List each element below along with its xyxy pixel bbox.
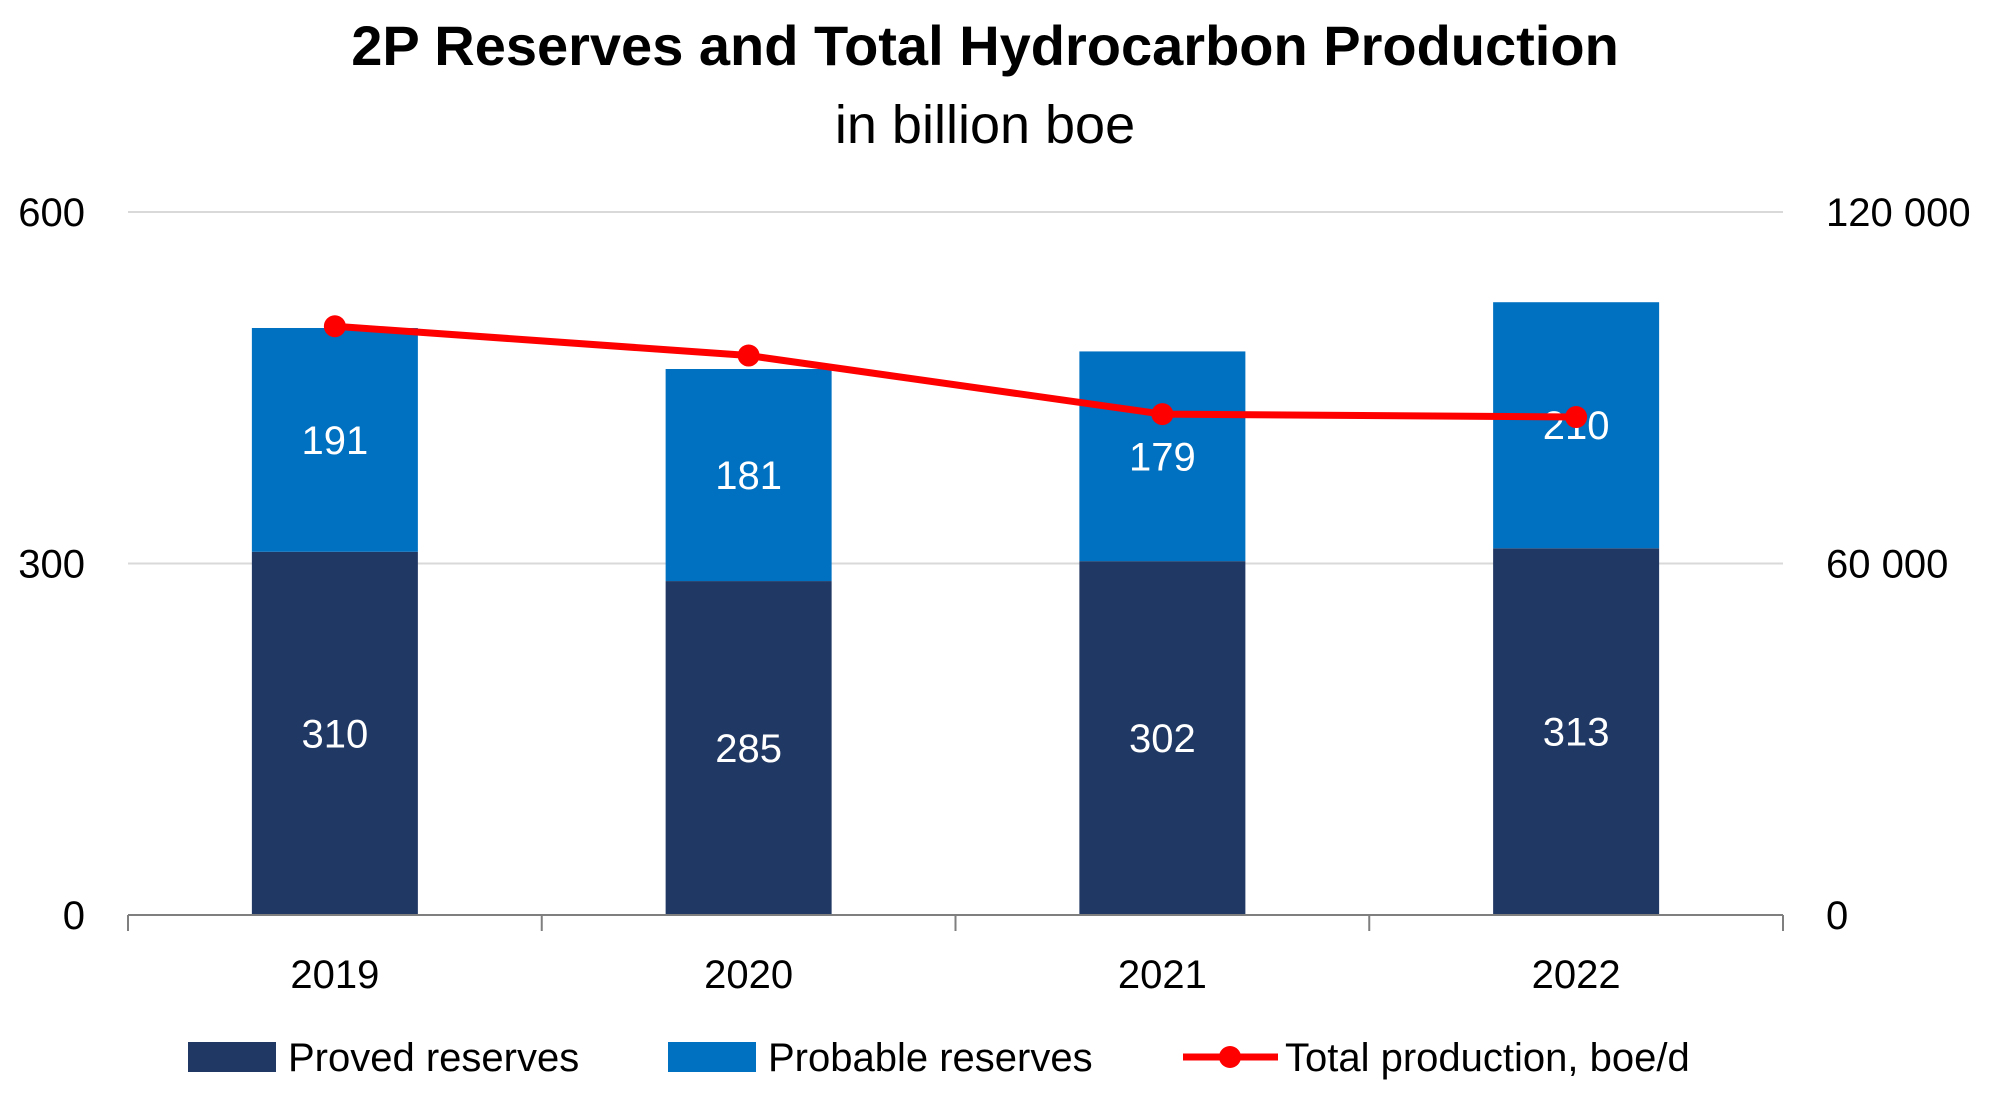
production-point bbox=[1565, 406, 1588, 429]
bar-proved-reserves2019 bbox=[251, 551, 418, 915]
x-tick-label: 2019 bbox=[290, 953, 379, 997]
right-tick-label: 120 000 bbox=[1826, 191, 1971, 235]
left-tick-label: 0 bbox=[63, 894, 85, 938]
production-line bbox=[323, 315, 1588, 429]
x-axis-ticks: 2019 2020 2021 2022 bbox=[127, 915, 1784, 997]
legend-swatch bbox=[668, 1042, 756, 1072]
chart-subtitle: in billion boe bbox=[835, 95, 1135, 155]
bar-data-label: 285 bbox=[715, 727, 782, 771]
bar-proved-reserves2020 bbox=[665, 581, 832, 915]
bar-data-label: 313 bbox=[1543, 711, 1610, 755]
bar-data-label: 181 bbox=[715, 454, 782, 498]
bar-labels: 310191285181302179313210 bbox=[302, 404, 1610, 771]
left-tick-label: 300 bbox=[18, 543, 85, 587]
left-tick-label: 600 bbox=[18, 191, 85, 235]
legend-label: Proved reserves bbox=[288, 1036, 579, 1080]
bar-data-label: 302 bbox=[1129, 717, 1196, 761]
legend-swatch bbox=[188, 1042, 276, 1072]
bars bbox=[251, 302, 1660, 915]
production-line-path bbox=[334, 322, 1577, 421]
x-tick-label: 2022 bbox=[1532, 953, 1621, 997]
legend-label: Probable reserves bbox=[768, 1036, 1093, 1080]
bar-data-label: 191 bbox=[302, 419, 369, 463]
chart-title: 2P Reserves and Total Hydrocarbon Produc… bbox=[351, 14, 1619, 77]
bar-data-label: 179 bbox=[1129, 435, 1196, 479]
bar-proved-reserves2022 bbox=[1493, 548, 1660, 915]
x-tick-label: 2021 bbox=[1118, 953, 1207, 997]
left-axis-ticks: 0 300 600 bbox=[18, 191, 85, 938]
bar-probable-reserves2020 bbox=[665, 369, 832, 582]
legend-label: Total production, boe/d bbox=[1285, 1036, 1690, 1080]
legend: Proved reserves Probable reserves Total pr… bbox=[188, 1036, 1690, 1080]
right-tick-label: 0 bbox=[1826, 894, 1848, 938]
bar-proved-reserves2021 bbox=[1079, 561, 1246, 915]
production-point bbox=[323, 315, 346, 338]
production-point bbox=[1151, 403, 1174, 426]
right-tick-label: 60 000 bbox=[1826, 543, 1948, 587]
x-tick-label: 2020 bbox=[704, 953, 793, 997]
production-point bbox=[737, 344, 760, 367]
right-axis-ticks: 0 60 000 120 000 bbox=[1826, 191, 1971, 938]
bar-data-label: 310 bbox=[302, 712, 369, 756]
legend-swatch-marker bbox=[1219, 1046, 1241, 1068]
bar-probable-reserves2021 bbox=[1079, 351, 1246, 562]
bar-probable-reserves2019 bbox=[251, 327, 418, 552]
